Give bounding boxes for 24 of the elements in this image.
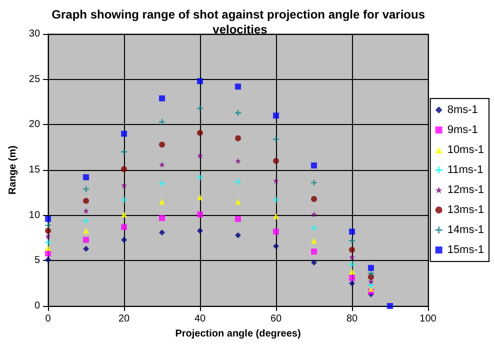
legend-label: 14ms-1	[447, 224, 484, 236]
x-tick-label: 100	[420, 314, 437, 324]
x-tick-label: 40	[194, 314, 206, 324]
legend-label: 13ms-1	[447, 204, 484, 216]
chart-title: Graph showing range of shot against projection angle for various velocities	[52, 8, 428, 36]
x-tick-label: 20	[118, 314, 130, 324]
y-tick-label: 15	[28, 164, 40, 176]
legend-label: 8ms-1	[447, 104, 478, 116]
x-tick-label: 60	[270, 314, 282, 324]
y-tick-label: 10	[28, 210, 40, 221]
y-tick-label: 20	[28, 119, 40, 130]
y-tick-label: 30	[28, 28, 40, 40]
y-tick-label: 25	[28, 74, 40, 85]
legend-label: 11ms-1	[447, 164, 484, 176]
legend-label: 10ms-1	[447, 144, 484, 156]
x-axis-title: Projection angle (degrees)	[175, 328, 301, 340]
legend-label: 12ms-1	[447, 184, 484, 196]
x-tick-label: 80	[346, 314, 358, 324]
x-tick-label: 0	[45, 314, 52, 324]
y-tick-label: 0	[34, 300, 40, 312]
y-tick-label: 5	[34, 255, 40, 266]
legend-label: 15ms-1	[447, 244, 484, 256]
y-axis-title: Range (m)	[8, 146, 18, 194]
legend-label: 9ms-1	[447, 124, 478, 136]
